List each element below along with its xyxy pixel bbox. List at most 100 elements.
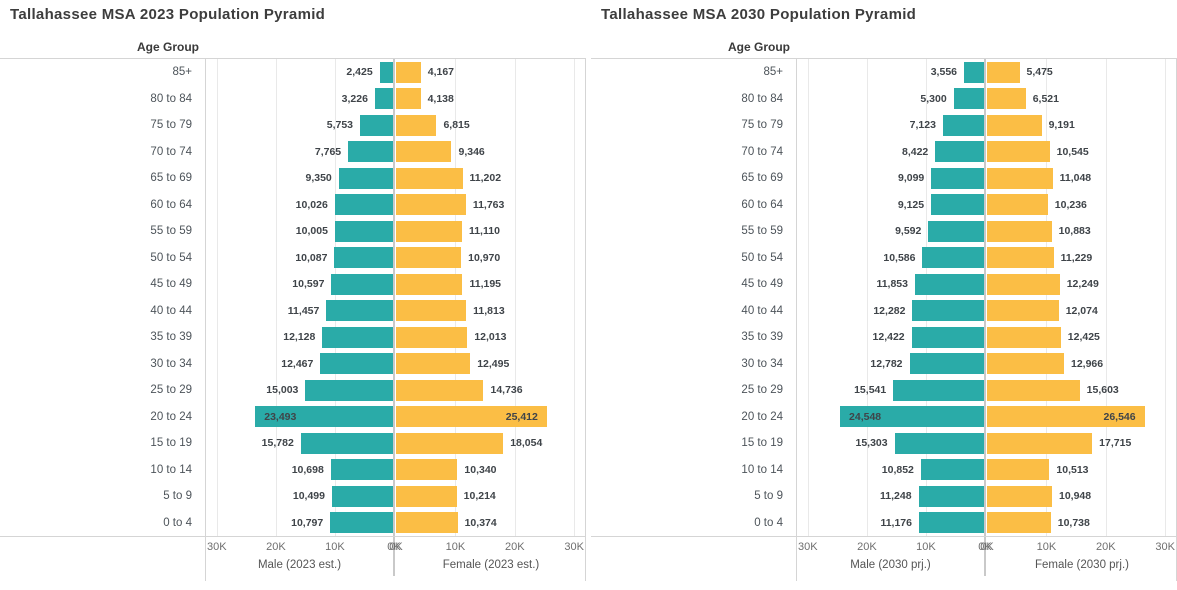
- female-bar[interactable]: [987, 88, 1026, 110]
- male-bar[interactable]: [348, 141, 394, 163]
- female-bar[interactable]: [987, 432, 1093, 454]
- female-bar[interactable]: [987, 300, 1059, 322]
- female-bar[interactable]: [987, 194, 1048, 216]
- female-bar[interactable]: [396, 273, 463, 295]
- female-bar[interactable]: [396, 459, 458, 481]
- female-bar[interactable]: [396, 194, 466, 216]
- female-bar[interactable]: [396, 220, 462, 242]
- axis-tick-label: 10K: [916, 541, 936, 553]
- male-bar[interactable]: [909, 353, 985, 375]
- age-group-axis-header: Age Group: [137, 40, 199, 54]
- male-bar[interactable]: [893, 379, 985, 401]
- female-bar[interactable]: [396, 167, 463, 189]
- female-bar[interactable]: [987, 247, 1054, 269]
- male-bar[interactable]: [942, 114, 985, 136]
- axis-tick-label: 0K: [387, 541, 401, 553]
- male-bar[interactable]: 23,493: [255, 406, 394, 428]
- age-group-label: 30 to 34: [150, 357, 192, 370]
- male-bar[interactable]: 24,548: [840, 406, 985, 428]
- male-bar[interactable]: [918, 485, 985, 507]
- female-bar[interactable]: [987, 273, 1060, 295]
- bar-value-label: 10,026: [295, 198, 328, 211]
- female-bar[interactable]: [987, 220, 1052, 242]
- male-bar[interactable]: [334, 220, 394, 242]
- female-bar[interactable]: [987, 114, 1042, 136]
- female-bar[interactable]: [396, 114, 437, 136]
- male-axis-title: Male (2023 est.): [257, 559, 342, 571]
- male-bar-row: 12,467: [205, 351, 394, 378]
- axis-tick-label: 10K: [325, 541, 345, 553]
- male-bar[interactable]: [320, 353, 394, 375]
- male-bar[interactable]: [379, 61, 394, 83]
- male-bar[interactable]: [338, 167, 394, 189]
- female-bar[interactable]: [396, 432, 504, 454]
- male-bar[interactable]: [931, 194, 985, 216]
- age-group-label: 20 to 24: [150, 410, 192, 423]
- female-bar-row: 10,948: [987, 483, 1177, 510]
- age-group-label: 35 to 39: [150, 331, 192, 344]
- male-bar[interactable]: [931, 167, 985, 189]
- male-bar[interactable]: [911, 326, 985, 348]
- female-bar-row: 11,195: [396, 271, 586, 298]
- female-bar-row: 11,813: [396, 298, 586, 325]
- male-bar[interactable]: [915, 273, 985, 295]
- male-bar[interactable]: [322, 326, 394, 348]
- male-bar[interactable]: [964, 61, 985, 83]
- male-bar[interactable]: [928, 220, 985, 242]
- female-bar[interactable]: [396, 353, 471, 375]
- female-bar[interactable]: [987, 326, 1061, 348]
- age-group-label: 10 to 14: [741, 463, 783, 476]
- bar-value-label: 10,005: [295, 225, 328, 238]
- female-bar[interactable]: [987, 512, 1051, 534]
- bar-value-label: 2,425: [346, 66, 373, 79]
- male-bar[interactable]: [330, 512, 394, 534]
- male-bar[interactable]: [374, 88, 394, 110]
- bar-value-label: 10,852: [881, 463, 914, 476]
- male-bar[interactable]: [953, 88, 985, 110]
- female-bar[interactable]: [987, 485, 1052, 507]
- male-bar[interactable]: [922, 247, 985, 269]
- female-bar[interactable]: [396, 88, 421, 110]
- female-bar[interactable]: 25,412: [396, 406, 547, 428]
- male-bar[interactable]: [920, 459, 985, 481]
- female-bar[interactable]: [987, 141, 1050, 163]
- male-bar[interactable]: [326, 300, 394, 322]
- female-bar[interactable]: [396, 379, 484, 401]
- female-bar[interactable]: [396, 512, 458, 534]
- female-bar[interactable]: [396, 300, 467, 322]
- axis-tick-label: 10K: [1036, 541, 1057, 553]
- female-bar[interactable]: [396, 326, 468, 348]
- male-bar[interactable]: [360, 114, 394, 136]
- male-bar[interactable]: [935, 141, 985, 163]
- female-bar[interactable]: [987, 61, 1020, 83]
- male-bar[interactable]: [912, 300, 985, 322]
- male-bar[interactable]: [300, 432, 394, 454]
- female-bar[interactable]: [987, 353, 1064, 375]
- female-bar[interactable]: [987, 379, 1080, 401]
- female-bar[interactable]: [987, 459, 1050, 481]
- female-bar[interactable]: [396, 247, 462, 269]
- male-bar[interactable]: [331, 273, 394, 295]
- female-bar[interactable]: 26,546: [987, 406, 1145, 428]
- male-bar[interactable]: [305, 379, 394, 401]
- male-bar[interactable]: [334, 194, 394, 216]
- male-bar[interactable]: [332, 485, 394, 507]
- male-bar[interactable]: [894, 432, 985, 454]
- bar-value-label: 7,765: [314, 145, 342, 158]
- bar-value-label: 10,087: [295, 251, 328, 264]
- bar-value-label: 10,797: [291, 516, 324, 529]
- female-bar-row: 10,883: [987, 218, 1177, 245]
- plot-area: 85+ 80 to 84 75 to 79 70 to 74 65 to 69 60 to…: [591, 58, 1177, 581]
- bar-value-label: 9,099: [897, 172, 925, 185]
- female-bar[interactable]: [396, 61, 421, 83]
- age-group-label: 85+: [763, 66, 783, 79]
- male-bar-row: 15,782: [205, 430, 394, 457]
- female-bar[interactable]: [987, 167, 1053, 189]
- male-bar[interactable]: [919, 512, 985, 534]
- male-bar[interactable]: [330, 459, 394, 481]
- female-bar[interactable]: [396, 485, 457, 507]
- female-bar[interactable]: [396, 141, 452, 163]
- x-axis-line: [0, 536, 586, 537]
- male-bar[interactable]: [334, 247, 394, 269]
- chart-title: Tallahassee MSA 2030 Population Pyramid: [601, 6, 917, 23]
